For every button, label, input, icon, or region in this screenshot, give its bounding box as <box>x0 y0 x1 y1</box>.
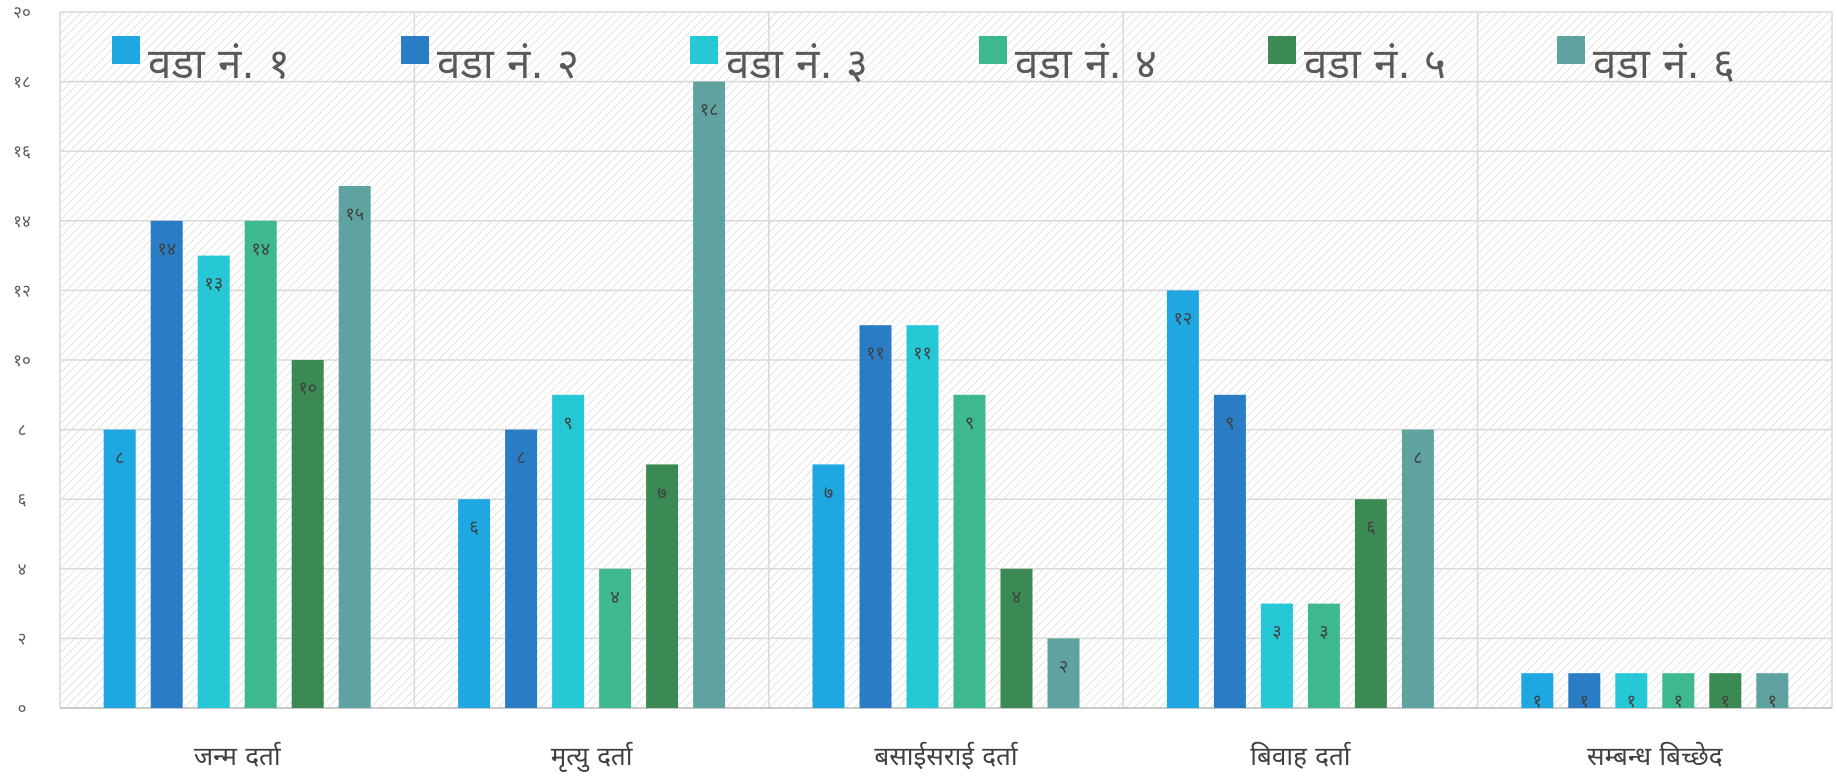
legend-label: वडा नं. २ <box>437 39 579 88</box>
x-tick-label: सम्बन्ध बिच्छेद <box>1587 741 1724 772</box>
data-label: ११ <box>913 343 932 364</box>
bar <box>1166 290 1199 708</box>
bar <box>552 394 585 708</box>
legend-label: वडा नं. ४ <box>1015 39 1157 88</box>
bar <box>646 464 679 708</box>
x-tick-label: मृत्यु दर्ता <box>551 741 634 772</box>
legend-swatch <box>112 36 140 64</box>
y-tick-label: २ <box>18 629 27 649</box>
bar <box>1260 603 1293 708</box>
legend-swatch <box>690 36 718 64</box>
data-label: ९ <box>965 413 974 434</box>
bar <box>103 429 136 708</box>
bar <box>1000 568 1033 708</box>
bar <box>1521 673 1554 708</box>
data-label: ७ <box>824 482 833 503</box>
data-label: १ <box>1533 691 1542 712</box>
y-tick-label: १४ <box>13 212 31 232</box>
x-axis: जन्म दर्ता मृत्यु दर्ता बसाईसराई दर्ता बिवा… <box>194 741 1724 772</box>
bar <box>1307 603 1340 708</box>
data-label: १० <box>298 378 317 399</box>
y-tick-label: १२ <box>13 281 31 301</box>
bar <box>1401 429 1434 708</box>
legend: वडा नं. १ वडा नं. २ वडा नं. ३ वडा नं. ४ वडा … <box>112 36 1735 88</box>
y-tick-label: ८ <box>18 421 27 441</box>
data-label: १ <box>1768 691 1777 712</box>
y-tick-label: ० <box>18 699 27 719</box>
x-tick-label: बिवाह दर्ता <box>1250 741 1351 772</box>
bar <box>693 81 726 709</box>
data-label: ६ <box>469 517 478 538</box>
y-tick-label: १० <box>13 351 31 371</box>
legend-swatch <box>979 36 1007 64</box>
legend-label: वडा नं. ३ <box>726 39 868 88</box>
bar <box>953 394 986 708</box>
y-tick-label: १८ <box>13 73 31 93</box>
y-tick-label: १६ <box>13 142 31 162</box>
data-label: ९ <box>563 413 572 434</box>
data-label: ३ <box>1272 622 1281 643</box>
data-label: ४ <box>610 587 619 608</box>
data-label: ११ <box>866 343 885 364</box>
x-tick-label: जन्म दर्ता <box>194 741 282 772</box>
data-label: १२ <box>1174 308 1193 329</box>
data-label: १ <box>1580 691 1589 712</box>
data-label: ८ <box>516 448 525 469</box>
bar <box>1047 638 1080 708</box>
bar <box>1615 673 1648 708</box>
bar <box>906 325 939 708</box>
y-tick-label: २० <box>13 3 31 23</box>
y-tick-label: ४ <box>18 560 27 580</box>
legend-label: वडा नं. ६ <box>1593 39 1735 88</box>
data-label: ३ <box>1319 622 1328 643</box>
legend-swatch <box>1268 36 1296 64</box>
legend-swatch <box>401 36 429 64</box>
bar <box>1662 673 1695 708</box>
bar <box>859 325 892 708</box>
legend-label: वडा नं. १ <box>148 39 290 88</box>
data-label: ४ <box>1012 587 1021 608</box>
data-label: १४ <box>157 239 176 260</box>
bar <box>291 360 324 708</box>
legend-label: वडा नं. ५ <box>1304 39 1446 88</box>
x-tick-label: बसाईसराई दर्ता <box>874 741 1019 772</box>
data-label: ६ <box>1366 517 1375 538</box>
bar <box>812 464 845 708</box>
bar <box>1213 394 1246 708</box>
bar <box>599 568 632 708</box>
data-label: ९ <box>1225 413 1234 434</box>
bar <box>1756 673 1789 708</box>
data-label: १ <box>1674 691 1683 712</box>
data-label: ८ <box>115 448 124 469</box>
data-label: १३ <box>204 274 223 295</box>
data-label: ८ <box>1413 448 1422 469</box>
bar <box>1568 673 1601 708</box>
data-label: ७ <box>657 482 666 503</box>
data-label: २ <box>1059 656 1068 677</box>
bar <box>458 499 491 708</box>
data-label: १५ <box>345 204 364 225</box>
data-label: १४ <box>251 239 270 260</box>
bar <box>1709 673 1742 708</box>
data-label: १ <box>1627 691 1636 712</box>
bar <box>1354 499 1387 708</box>
legend-swatch <box>1557 36 1585 64</box>
bar <box>197 255 230 708</box>
y-tick-label: ६ <box>18 490 27 510</box>
bar <box>338 186 371 708</box>
bar <box>244 220 277 709</box>
bar <box>150 220 183 709</box>
bar <box>505 429 538 708</box>
y-axis: ० २ ४ ६ ८ १० १२ १४ १६ १८ २० <box>13 3 31 719</box>
data-label: १८ <box>700 100 719 121</box>
data-label: १ <box>1721 691 1730 712</box>
